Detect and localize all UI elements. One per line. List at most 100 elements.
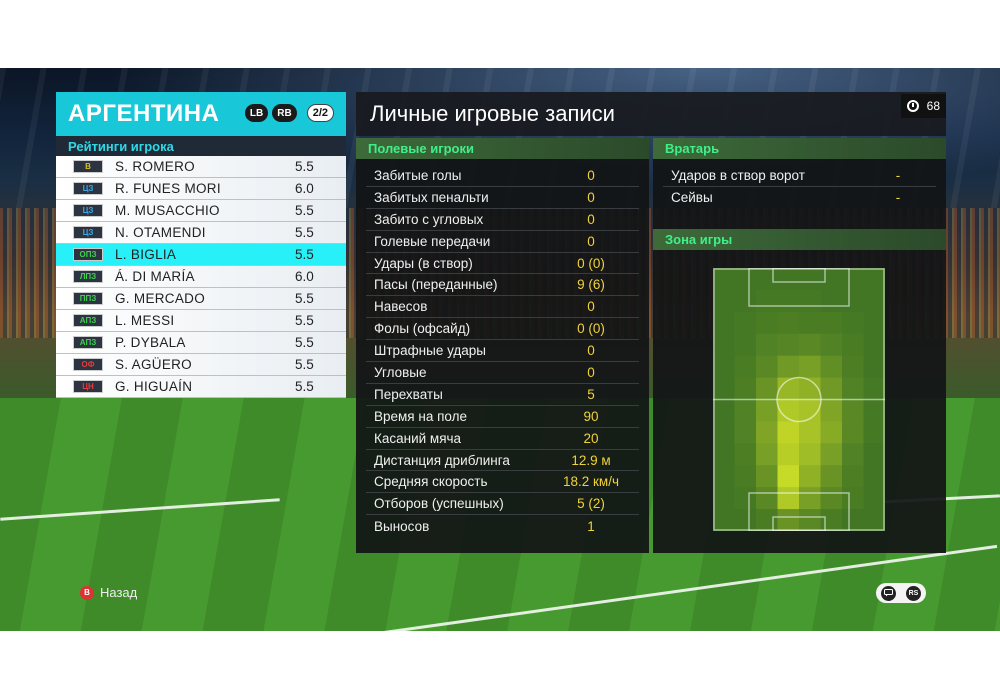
heatmap-cell: [799, 311, 821, 335]
stat-value: 12.9 м: [571, 452, 611, 468]
player-row[interactable]: ЛПЗ Á. DI MARÍA 6.0: [56, 266, 346, 288]
heatmap-cell: [863, 311, 885, 335]
lb-button[interactable]: LB: [244, 104, 269, 122]
chat-icon[interactable]: [881, 585, 896, 601]
heatmap-cell: [713, 377, 735, 400]
player-rating: 5.5: [295, 291, 314, 306]
stat-value: 5: [587, 386, 595, 402]
stat-value: 90: [583, 408, 599, 424]
heatmap-cell: [820, 399, 843, 422]
heatmap-cell: [734, 311, 757, 335]
player-row[interactable]: ЦН G. HIGUAÍN 5.5: [56, 376, 346, 398]
heatmap-cell: [734, 487, 757, 510]
player-row[interactable]: ППЗ G. MERCADO 5.5: [56, 288, 346, 310]
timer: 68: [900, 94, 946, 118]
heatmap-cell: [799, 333, 821, 357]
stat-label: Забитых пенальти: [374, 189, 489, 205]
stats-panel: Личные игровые записи 68 Полевые игроки …: [356, 92, 946, 553]
team-panel: АРГЕНТИНА LB RB 2/2 Рейтинги игрока В S. …: [56, 92, 346, 398]
stat-label: Фолы (офсайд): [374, 321, 471, 337]
player-rating: 5.5: [295, 225, 314, 240]
player-row[interactable]: ЦЗ N. OTAMENDI 5.5: [56, 222, 346, 244]
rb-button[interactable]: RB: [272, 104, 297, 122]
heatmap-cell: [734, 377, 757, 400]
player-row[interactable]: АПЗ P. DYBALA 5.5: [56, 332, 346, 354]
heatmap-cell: [734, 289, 757, 313]
heatmap-cell: [777, 399, 800, 422]
stat-row: Удары (в створ) 0 (0): [366, 253, 639, 275]
heatmap-cell: [863, 509, 885, 531]
player-name: S. AGÜERO: [115, 357, 192, 372]
heatmap-cell: [777, 268, 800, 291]
page-indicator: 2/2: [306, 104, 334, 122]
gk-stat-label: Ударов в створ ворот: [671, 167, 805, 183]
page-title: Личные игровые записи: [370, 101, 615, 126]
team-header: АРГЕНТИНА LB RB 2/2: [56, 92, 346, 136]
heatmap-cell: [799, 421, 821, 444]
player-rating: 6.0: [295, 269, 314, 284]
heatmap-cell: [777, 443, 800, 466]
player-row[interactable]: ОПЗ L. BIGLIA 5.5: [56, 244, 346, 266]
player-row[interactable]: ЦЗ R. FUNES MORI 6.0: [56, 178, 346, 200]
stat-row: Навесов 0: [366, 296, 639, 319]
player-list: В S. ROMERO 5.5 ЦЗ R. FUNES MORI 6.0 ЦЗ M. MUSA…: [56, 156, 346, 398]
stat-value: 0: [587, 299, 595, 315]
heatmap-cell: [756, 268, 778, 291]
position-badge: АПЗ: [73, 314, 103, 327]
heatmap-cell: [863, 399, 885, 422]
stat-value: 20: [583, 430, 599, 446]
heatmap-cell: [799, 509, 821, 531]
heatmap-cell: [820, 268, 843, 291]
stat-row: Средняя скорость 18.2 км/ч: [366, 471, 639, 494]
outfield-stat-list: Забитые голы 0 Забитых пенальти 0 Забито с у…: [356, 159, 649, 537]
stat-value: 0: [587, 211, 595, 227]
heatmap-cell: [713, 268, 735, 291]
heatmap-cell: [799, 289, 821, 313]
heatmap-cell: [820, 443, 843, 466]
stat-row: Штрафные удары 0: [366, 340, 639, 363]
gk-stat-value: -: [895, 167, 901, 183]
player-rating: 5.5: [295, 313, 314, 328]
heatmap-cell: [820, 421, 843, 444]
heatmap-cell: [734, 465, 757, 488]
position-badge: ЦЗ: [73, 182, 103, 195]
pitch-line: [0, 498, 280, 521]
player-name: M. MUSACCHIO: [115, 203, 220, 218]
heatmap-cell: [799, 465, 821, 488]
stat-value: 0: [587, 189, 595, 205]
stat-value: 18.2 км/ч: [563, 474, 619, 490]
stat-label: Голевые передачи: [374, 233, 491, 249]
heatmap-cell: [863, 443, 885, 466]
heatmap-cell: [863, 377, 885, 400]
heatmap-cell: [820, 465, 843, 488]
heatmap-cell: [799, 487, 821, 510]
back-button[interactable]: B Назад: [80, 585, 137, 600]
heatmap-cell: [734, 399, 757, 422]
heatmap-cell: [799, 443, 821, 466]
stat-label: Пасы (переданные): [374, 277, 498, 293]
player-row[interactable]: АПЗ L. MESSI 5.5: [56, 310, 346, 332]
heatmap-cell: [863, 465, 885, 488]
heatmap-cell: [842, 421, 864, 444]
heatmap-cell: [777, 311, 800, 335]
pitch-marking: [772, 516, 826, 531]
rs-button-icon[interactable]: RS: [906, 585, 921, 601]
stat-row: Перехваты 5: [366, 384, 639, 406]
stat-row: Фолы (офсайд) 0 (0): [366, 318, 639, 341]
stat-label: Касаний мяча: [374, 430, 462, 446]
heatmap-cell: [842, 443, 864, 466]
player-row[interactable]: В S. ROMERO 5.5: [56, 156, 346, 178]
heatmap-cell: [799, 268, 821, 291]
b-button-icon: B: [80, 585, 94, 600]
heatmap-cell: [777, 355, 800, 379]
stat-row: Касаний мяча 20: [366, 428, 639, 450]
stat-value: 5 (2): [577, 496, 605, 512]
heatmap-cell: [842, 289, 864, 313]
heatmap-cell: [863, 289, 885, 313]
player-row[interactable]: ЦЗ M. MUSACCHIO 5.5: [56, 200, 346, 222]
position-badge: ОФ: [73, 358, 103, 371]
stat-label: Навесов: [374, 299, 428, 315]
heatmap-cell: [756, 487, 778, 510]
player-row[interactable]: ОФ S. AGÜERO 5.5: [56, 354, 346, 376]
stat-value: 0 (0): [577, 255, 605, 271]
